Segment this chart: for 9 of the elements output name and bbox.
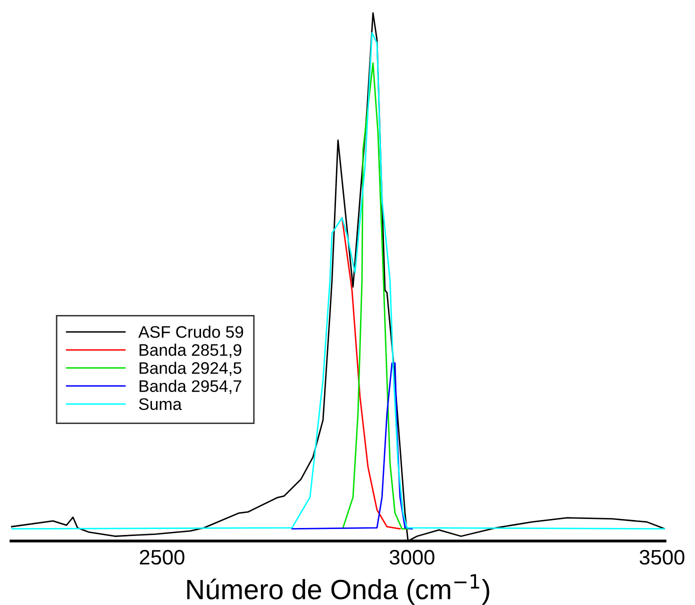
legend-label: Banda 2924,5	[140, 362, 242, 376]
legend-label: ASF Crudo 59	[138, 326, 244, 338]
legend-label: Banda 2851,9	[140, 344, 242, 358]
x-tick-label: 3000	[390, 550, 434, 565]
legend-label: Banda 2954,7	[140, 380, 242, 394]
x-tick-label: 3500	[640, 550, 684, 565]
x-tick-label: 2500	[140, 550, 184, 565]
x-axis-title: Número de Onda (cm$^{−1}$)	[187, 574, 490, 605]
legend-label: Suma	[139, 398, 182, 410]
